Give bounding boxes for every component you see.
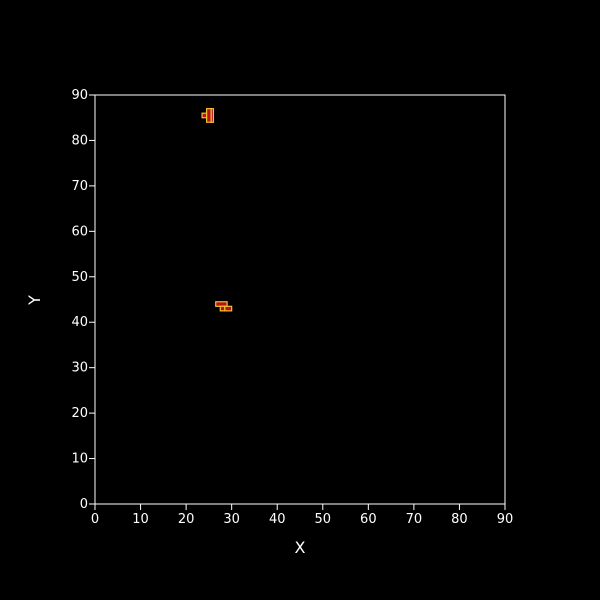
y-tick-label: 40 — [71, 315, 88, 330]
heatmap-cell — [206, 108, 212, 123]
x-tick-label: 60 — [360, 512, 377, 527]
x-tick-label: 0 — [91, 512, 99, 527]
y-tick-label: 10 — [71, 452, 88, 467]
y-tick-label: 80 — [71, 133, 88, 148]
heatmap-cell — [219, 305, 226, 312]
x-axis-title: X — [295, 538, 306, 557]
y-tick-label: 20 — [71, 406, 88, 421]
x-tick-label: 70 — [406, 512, 423, 527]
heatmap-cells — [201, 108, 233, 312]
x-tick-label: 90 — [497, 512, 514, 527]
heatmap-cell — [210, 108, 215, 123]
y-axis-title: Y — [25, 295, 44, 306]
x-tick-label: 40 — [269, 512, 286, 527]
x-tick-label: 80 — [451, 512, 468, 527]
y-tick-label: 30 — [71, 361, 88, 376]
x-tick-label: 10 — [132, 512, 149, 527]
y-tick-label: 50 — [71, 270, 88, 285]
x-tick-label: 20 — [178, 512, 195, 527]
x-axis-ticks: 0 10 20 30 40 50 60 70 80 90 — [91, 504, 513, 527]
y-tick-label: 70 — [71, 179, 88, 194]
y-axis-ticks: 0 10 20 30 40 50 60 70 80 90 — [71, 88, 95, 512]
y-tick-label: 90 — [71, 88, 88, 103]
heatmap-cell — [224, 305, 233, 312]
y-tick-label: 0 — [80, 497, 88, 512]
y-tick-label: 60 — [71, 224, 88, 239]
heatmap-cell — [201, 112, 208, 119]
x-tick-label: 50 — [315, 512, 332, 527]
plot-area — [94, 94, 506, 505]
heatmap-cell — [215, 301, 228, 307]
x-tick-label: 30 — [223, 512, 240, 527]
